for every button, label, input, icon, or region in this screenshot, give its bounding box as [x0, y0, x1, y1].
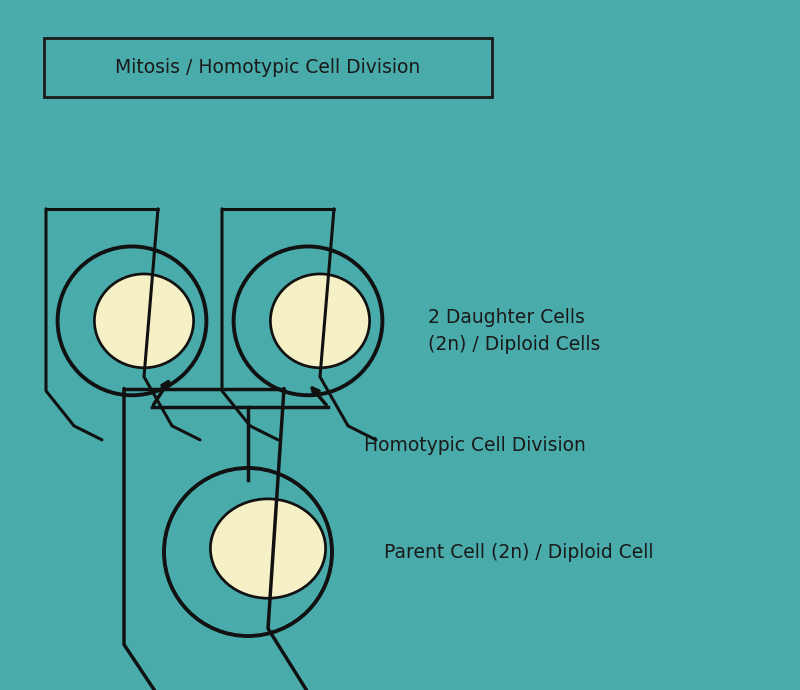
- Circle shape: [58, 246, 206, 395]
- Circle shape: [164, 468, 332, 636]
- Ellipse shape: [210, 499, 326, 598]
- Text: Homotypic Cell Division: Homotypic Cell Division: [364, 435, 586, 455]
- Text: Parent Cell (2n) / Diploid Cell: Parent Cell (2n) / Diploid Cell: [384, 542, 654, 562]
- Bar: [44, 38, 492, 97]
- Ellipse shape: [94, 274, 194, 368]
- Ellipse shape: [270, 274, 370, 368]
- Text: Mitosis / Homotypic Cell Division: Mitosis / Homotypic Cell Division: [115, 58, 421, 77]
- Text: 2 Daughter Cells
(2n) / Diploid Cells: 2 Daughter Cells (2n) / Diploid Cells: [428, 308, 600, 354]
- Circle shape: [234, 246, 382, 395]
